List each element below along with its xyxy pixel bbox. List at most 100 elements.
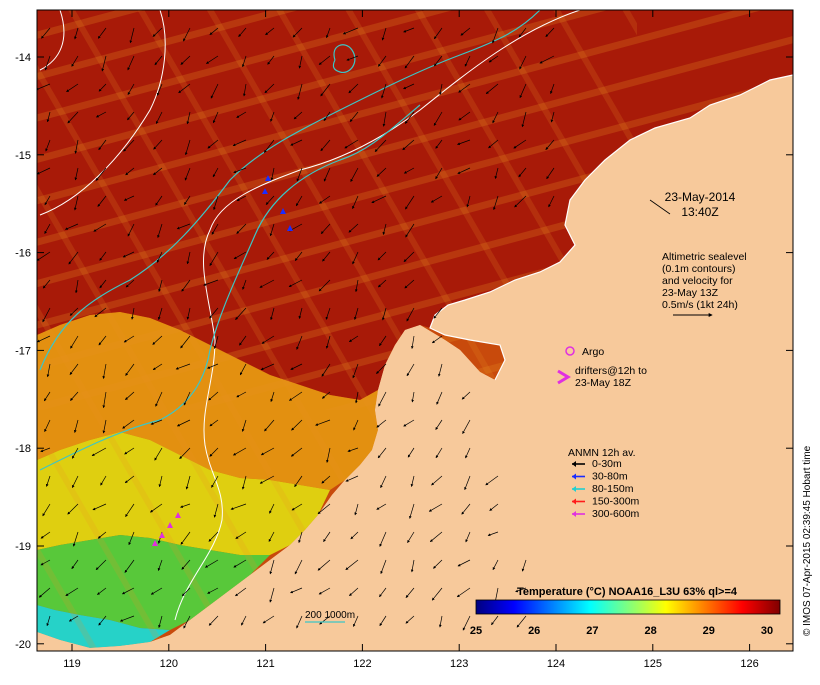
- velocity-vector: [74, 167, 79, 181]
- velocity-vector: [186, 307, 191, 320]
- colorbar-gradient: [475, 599, 781, 615]
- velocity-vector: [213, 195, 219, 211]
- velocity-vector: [150, 503, 163, 513]
- velocity-vector: [95, 559, 107, 571]
- velocity-vector: [46, 363, 51, 378]
- velocity-vector: [157, 559, 163, 571]
- velocity-vector: [493, 195, 499, 211]
- velocity-vector: [209, 27, 219, 35]
- drifters-line-2: 23-May 18Z: [575, 377, 632, 389]
- velocity-vector: [321, 475, 331, 484]
- velocity-vector: [377, 279, 387, 288]
- velocity-vector: [381, 307, 387, 321]
- velocity-vector: [268, 531, 275, 542]
- velocity-vector: [127, 55, 135, 71]
- velocity-vector: [350, 531, 359, 540]
- x-tick-label: 126: [740, 658, 758, 670]
- velocity-vector: [488, 139, 499, 149]
- date-pointer-line: [649, 199, 671, 215]
- velocity-vector: [213, 335, 219, 349]
- velocity-vector: [431, 475, 443, 486]
- velocity-vector: [37, 251, 51, 261]
- colorbar-tick-label: 26: [528, 625, 540, 637]
- velocity-vector: [241, 615, 247, 626]
- velocity-vector: [352, 251, 359, 265]
- velocity-vector: [150, 587, 163, 595]
- velocity-vector: [123, 335, 135, 343]
- y-tick-label: -19: [15, 541, 31, 553]
- velocity-vector: [382, 223, 387, 235]
- velocity-vector: [97, 27, 107, 39]
- contour-line-white-2: [39, 10, 166, 216]
- velocity-vector: [466, 195, 471, 208]
- velocity-vector: [434, 27, 443, 40]
- drifter-track-magenta: [159, 532, 165, 538]
- velocity-vector: [379, 531, 387, 547]
- velocity-vector: [239, 335, 247, 346]
- velocity-vector: [72, 531, 79, 547]
- velocity-vector: [546, 167, 555, 180]
- contour-line-cyan-1: [39, 10, 541, 371]
- velocity-vector: [352, 195, 359, 210]
- velocity-vector: [374, 139, 387, 152]
- velocity-vector: [298, 531, 303, 544]
- velocity-vector: [46, 615, 51, 627]
- velocity-vector: [402, 139, 415, 151]
- anmn-legend-label: 80-150m: [592, 483, 634, 495]
- isobath-label: 200 1000m: [305, 610, 355, 621]
- velocity-vector: [67, 111, 79, 124]
- velocity-vector: [42, 279, 51, 289]
- velocity-vector: [94, 307, 107, 318]
- velocity-vector: [492, 27, 499, 44]
- velocity-vector: [236, 391, 247, 398]
- velocity-vector: [100, 475, 107, 486]
- velocity-vector: [319, 195, 331, 204]
- velocity-vector: [98, 83, 107, 92]
- velocity-vector: [210, 83, 219, 99]
- velocity-vector: [379, 335, 387, 347]
- colorbar-tick-label: 25: [470, 625, 482, 637]
- velocity-vector: [208, 615, 219, 626]
- velocity-vector: [69, 363, 79, 375]
- velocity-vector: [185, 475, 191, 490]
- velocity-vector: [403, 251, 415, 263]
- velocity-vector: [178, 83, 191, 94]
- altimetry-line-3: and velocity for: [662, 275, 733, 287]
- argo-drifter-tracks: [152, 175, 293, 546]
- y-tick-label: -20: [15, 639, 31, 651]
- velocity-vector: [462, 615, 471, 631]
- velocity-vector: [180, 531, 191, 545]
- velocity-vector: [261, 335, 275, 344]
- velocity-vector: [381, 27, 387, 41]
- velocity-vector: [241, 475, 247, 490]
- velocity-vector: [155, 195, 163, 206]
- velocity-vector: [99, 251, 107, 261]
- velocity-vector: [346, 55, 359, 61]
- velocity-vector: [265, 27, 275, 36]
- velocity-vector: [73, 419, 79, 433]
- velocity-vector: [379, 615, 387, 627]
- velocity-vector: [315, 419, 331, 426]
- velocity-vector: [233, 559, 247, 568]
- velocity-vector: [380, 475, 387, 489]
- velocity-vector: [436, 391, 443, 405]
- anmn-legend-label: 0-30m: [592, 458, 622, 470]
- velocity-vector: [325, 335, 331, 349]
- velocity-vector: [376, 419, 387, 428]
- land-area-northeast: [37, 75, 793, 651]
- velocity-vector: [491, 615, 499, 626]
- velocity-vector: [212, 167, 219, 178]
- velocity-vector: [439, 83, 443, 96]
- velocity-vector: [99, 279, 107, 289]
- velocity-vector: [44, 419, 51, 433]
- velocity-vector: [494, 167, 499, 180]
- velocity-vector: [269, 503, 275, 514]
- velocity-vector: [406, 363, 415, 377]
- velocity-vector: [123, 195, 135, 201]
- velocity-vector: [403, 167, 415, 174]
- velocity-vector: [183, 391, 191, 406]
- velocity-vector: [382, 111, 387, 127]
- velocity-vector: [492, 111, 499, 124]
- velocity-vector: [127, 111, 135, 121]
- velocity-vector: [97, 531, 107, 539]
